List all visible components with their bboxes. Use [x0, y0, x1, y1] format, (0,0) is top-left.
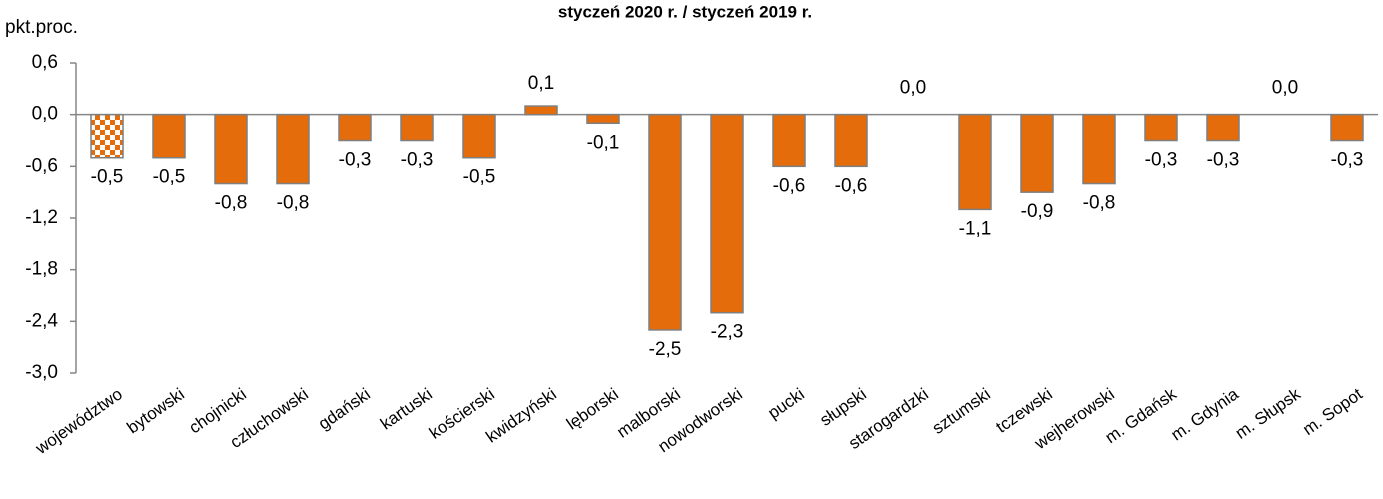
data-label: -0,5	[91, 167, 124, 188]
data-label: -0,6	[835, 175, 868, 196]
bar	[586, 113, 620, 125]
bar	[276, 113, 310, 185]
bar	[1330, 113, 1364, 142]
bar	[1020, 113, 1054, 193]
bar	[400, 113, 434, 142]
x-tick-label: bytowski	[124, 384, 188, 437]
bar	[338, 113, 372, 142]
bar	[772, 113, 806, 168]
bar	[1206, 113, 1240, 142]
x-tick-label: województwo	[31, 384, 126, 458]
x-tick-label: sztumski	[929, 384, 994, 437]
bar	[152, 113, 186, 159]
y-tick-label: 0,0	[32, 104, 58, 125]
data-label: -0,9	[1021, 201, 1054, 222]
data-label: -0,8	[277, 193, 310, 214]
data-label: -1,1	[959, 218, 992, 239]
x-tick-label: m. Słupsk	[1232, 384, 1304, 443]
y-tick-label: -1,2	[25, 207, 58, 228]
bar	[90, 113, 124, 159]
data-label: 0,1	[528, 73, 554, 94]
data-label: -0,8	[1083, 193, 1116, 214]
bar	[710, 113, 744, 314]
data-label: 0,0	[1272, 78, 1298, 99]
x-tick-label: słupski	[816, 384, 869, 429]
y-axis-label: pkt.proc.	[5, 17, 78, 38]
x-tick-label: m. Gdańsk	[1102, 384, 1181, 447]
bar	[834, 113, 868, 168]
data-label: -2,3	[711, 322, 744, 343]
data-label: 0,0	[900, 78, 926, 99]
bar	[1144, 113, 1178, 142]
data-label: -0,1	[587, 132, 620, 153]
bar	[524, 105, 558, 116]
data-label: -0,5	[153, 167, 186, 188]
y-tick-label: -1,8	[25, 259, 58, 280]
data-label: -0,8	[215, 193, 248, 214]
bar	[462, 113, 496, 159]
x-tick-label: kwidzyński	[482, 384, 559, 446]
x-tick-label: gdański	[315, 384, 374, 433]
bar	[648, 113, 682, 331]
data-label: -0,5	[463, 167, 496, 188]
bar	[214, 113, 248, 185]
data-label: -0,3	[1331, 150, 1364, 171]
x-tick-label: m. Sopot	[1299, 384, 1366, 439]
data-label: -0,3	[401, 150, 434, 171]
data-label: -0,3	[1207, 150, 1240, 171]
y-tick-label: -0,6	[25, 155, 58, 176]
x-tick-label: pucki	[764, 384, 807, 422]
data-label: -0,3	[339, 150, 372, 171]
y-tick-label: -2,4	[25, 310, 58, 331]
chart-title: styczeń 2020 r. / styczeń 2019 r.	[558, 2, 812, 21]
y-tick-label: -3,0	[25, 362, 58, 383]
bar	[958, 113, 992, 211]
x-tick-label: m. Gdynia	[1167, 384, 1242, 444]
y-tick-label: 0,6	[32, 52, 58, 73]
data-label: -0,3	[1145, 150, 1178, 171]
bar	[1082, 113, 1116, 185]
data-label: -0,6	[773, 175, 806, 196]
data-label: -2,5	[649, 339, 682, 360]
